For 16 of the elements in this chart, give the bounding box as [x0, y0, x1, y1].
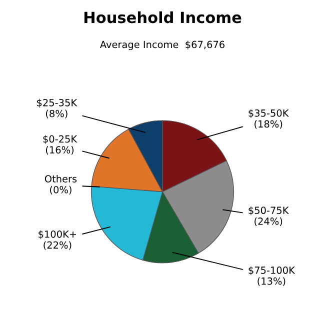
data-label: (8%) — [46, 110, 68, 118]
slice-label: $100K+ — [38, 230, 76, 240]
text: (0%) — [50, 186, 72, 195]
slice-label: $25-35K — [37, 98, 78, 108]
slice-label: $50-75K — [248, 206, 289, 216]
data-label: (22%) — [44, 241, 72, 250]
data-label: (18%) — [254, 120, 282, 129]
data-label: (16%) — [46, 146, 74, 155]
slice-label: $0-25K — [43, 135, 78, 144]
slice-label: $35-50K — [248, 109, 289, 118]
category-label: Others — [44, 174, 77, 182]
chart-subtitle: Average Income $67,676 — [100, 40, 224, 50]
data-label: (24%) — [254, 217, 282, 226]
data-label: (13%) — [258, 277, 286, 286]
slice-label: $75-100K — [248, 266, 296, 276]
chart-title: Household Income — [84, 11, 242, 24]
